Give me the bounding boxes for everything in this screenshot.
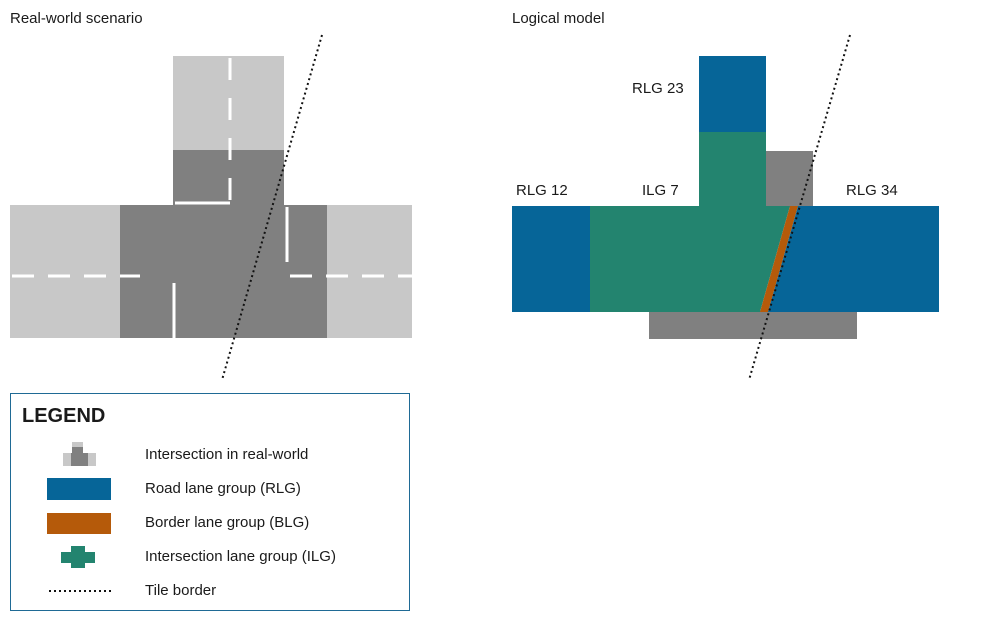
rlg-23-shape: [699, 56, 766, 132]
logical-model-title: Logical model: [512, 10, 605, 27]
dotted-line-icon: [49, 590, 111, 592]
legend-label-blg: Border lane group (BLG): [145, 514, 310, 531]
blg-shape: [760, 206, 798, 312]
legend-label-tile-border: Tile border: [145, 582, 217, 599]
east-road-light: [327, 205, 412, 338]
intersection-body: [120, 205, 327, 338]
ilg-7-label: ILG 7: [642, 182, 679, 199]
legend-label-ilg: Intersection lane group (ILG): [145, 548, 336, 565]
rlg-23-label: RLG 23: [632, 80, 684, 97]
blg-swatch: [47, 513, 111, 534]
rlg-34-label: RLG 34: [846, 182, 898, 199]
legend-box: LEGEND Intersection in real-world Road l…: [10, 393, 410, 611]
legend-item-tile-border: Tile border: [11, 578, 407, 604]
legend-item-blg: Border lane group (BLG): [11, 510, 407, 536]
ilg-cross-icon: [61, 546, 95, 568]
real-world-scenario: [10, 34, 412, 381]
legend-label-rlg: Road lane group (RLG): [145, 480, 301, 497]
legend-item-intersection: Intersection in real-world: [11, 442, 407, 468]
logical-intersection-top: [765, 151, 813, 207]
ilg-7-shape: [590, 132, 790, 312]
legend-item-rlg: Road lane group (RLG): [11, 476, 407, 502]
logical-intersection-bottom: [649, 311, 857, 339]
legend-item-ilg: Intersection lane group (ILG): [11, 544, 407, 570]
legend-title: LEGEND: [22, 405, 106, 427]
rlg-swatch: [47, 478, 111, 500]
real-world-title: Real-world scenario: [10, 10, 143, 27]
west-road-light: [10, 205, 120, 338]
intersection-icon: [63, 442, 96, 466]
rlg-34-shape: [768, 206, 939, 312]
logical-model: [512, 34, 939, 381]
rlg-12-label: RLG 12: [516, 182, 568, 199]
legend-label-intersection: Intersection in real-world: [145, 446, 309, 463]
rlg-12-shape: [512, 206, 590, 312]
